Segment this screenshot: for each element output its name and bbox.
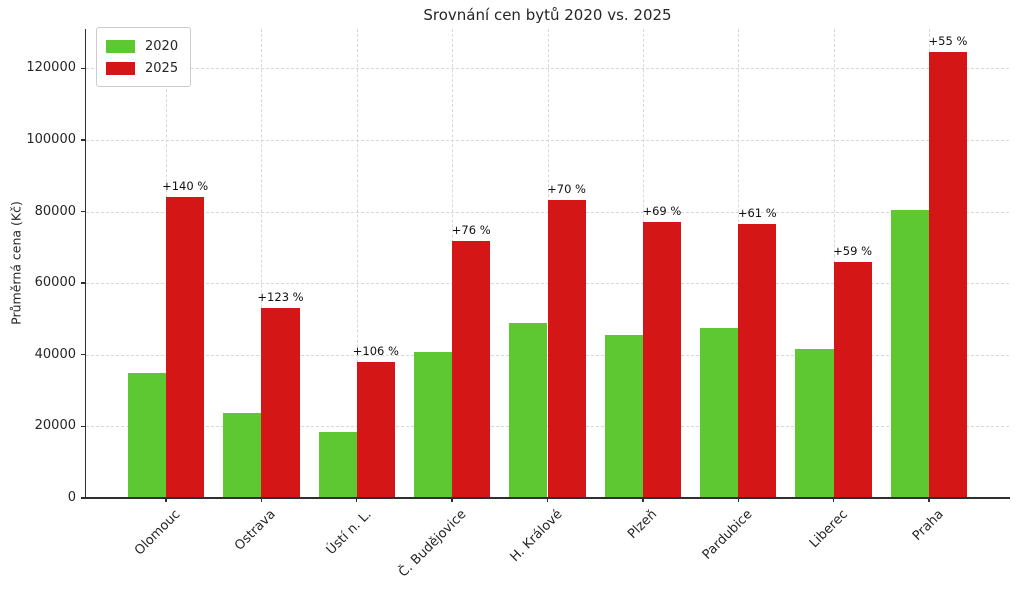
bar-annotation: +70 %: [547, 181, 586, 196]
bar-annotation: +140 %: [162, 179, 209, 194]
x-tick-mark: [642, 498, 644, 502]
y-tick-mark: [81, 497, 86, 499]
y-tick-label: 60000: [34, 275, 76, 291]
bar-annotation: +76 %: [451, 222, 491, 237]
x-tick-label: Liberec: [807, 507, 852, 552]
y-tick-mark: [81, 425, 86, 428]
y-tick-mark: [81, 282, 86, 284]
bar-2025-5: [642, 221, 681, 498]
x-tick-mark: [165, 498, 167, 502]
y-tick-label: 0: [67, 490, 76, 505]
bar-2020-2: [318, 431, 357, 498]
bar-2025-6: [738, 223, 777, 498]
bar-2025-3: [452, 240, 491, 498]
y-tick-label: 120000: [26, 60, 76, 76]
bar-2020-0: [127, 372, 167, 498]
bar-2020-3: [414, 351, 453, 498]
bar-2020-5: [604, 334, 643, 498]
x-tick-label: Ústí n. L.: [323, 507, 375, 558]
y-tick-label: 20000: [34, 418, 76, 434]
bar-2025-8: [928, 51, 968, 498]
bar-annotation: +61 %: [737, 205, 777, 220]
y-tick-label: 100000: [26, 131, 76, 147]
bar-annotation: +55 %: [928, 33, 968, 48]
x-tick-label: Plzeň: [625, 507, 661, 543]
x-tick-mark: [451, 498, 453, 502]
bar-2025-7: [833, 261, 872, 498]
bar-2025-0: [166, 197, 205, 498]
y-tick-mark: [81, 354, 86, 356]
bar-2025-4: [547, 199, 586, 498]
legend-item-2025: 2025: [106, 57, 178, 79]
legend-swatch-icon: [106, 39, 135, 53]
x-tick-mark: [928, 498, 930, 502]
x-axis-spine: [85, 497, 1010, 499]
y-tick-label: 40000: [34, 346, 76, 362]
grid-line-vertical: [261, 29, 263, 498]
legend-label: 2020: [145, 38, 179, 54]
y-tick-mark: [81, 67, 86, 70]
legend-item-2020: 2020: [106, 35, 178, 57]
bar-annotation: +123 %: [257, 290, 304, 305]
bar-2020-7: [795, 349, 834, 498]
grid-line-vertical: [356, 29, 358, 498]
y-tick-label: 80000: [34, 203, 76, 219]
bar-2020-1: [223, 412, 262, 498]
x-tick-label: H. Králové: [507, 507, 566, 565]
y-axis-spine: [85, 29, 87, 499]
x-tick-label: Ostrava: [232, 507, 280, 554]
bar-2025-1: [261, 308, 300, 498]
y-tick-mark: [81, 210, 86, 213]
bar-annotation: +59 %: [833, 243, 873, 258]
bar-2020-4: [509, 322, 548, 498]
legend-swatch-icon: [106, 61, 135, 75]
x-tick-mark: [260, 498, 263, 502]
x-tick-label: Pardubice: [700, 507, 756, 563]
bar-2020-6: [700, 327, 739, 498]
bar-annotation: +106 %: [352, 343, 399, 358]
x-tick-mark: [546, 498, 549, 502]
x-tick-label: Olomouc: [132, 507, 184, 559]
legend: 2020 2025: [96, 27, 192, 87]
chart-title: Srovnání cen bytů 2020 vs. 2025: [423, 6, 672, 24]
x-tick-mark: [356, 498, 358, 502]
y-tick-mark: [81, 139, 86, 141]
bar-2025-2: [356, 361, 395, 498]
x-tick-label: Praha: [909, 507, 947, 544]
y-axis-label: Průměrná cena (Kč): [8, 201, 24, 325]
x-tick-mark: [737, 498, 739, 502]
bar-2020-8: [890, 210, 929, 498]
x-tick-mark: [832, 498, 835, 502]
x-tick-label: Č. Budějovice: [396, 507, 470, 581]
bar-annotation: +69 %: [642, 203, 682, 218]
legend-label: 2025: [145, 60, 179, 76]
